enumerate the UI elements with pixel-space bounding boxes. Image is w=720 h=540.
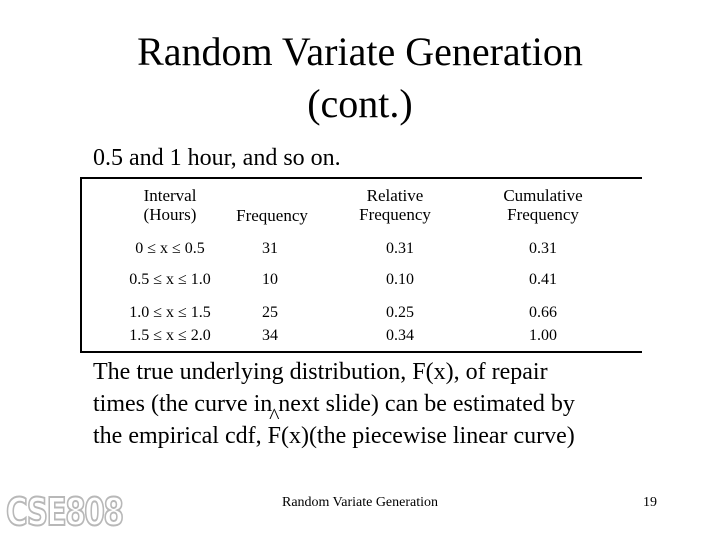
body-line-2: times (the curve in next slide) can be e…: [93, 391, 575, 417]
page-number: 19: [643, 495, 657, 510]
header-cumulative-line1: Cumulative: [503, 186, 583, 205]
frequency-table-frame: [80, 177, 642, 353]
title-line-2: (cont.): [307, 81, 413, 126]
lead-text: 0.5 and 1 hour, and so on.: [93, 145, 341, 171]
body-paragraph: The true underlying distribution, F(x), …: [93, 356, 693, 452]
cell-frequency: 10: [262, 271, 278, 288]
cell-frequency: 34: [262, 327, 278, 344]
footer-text: Random Variate Generation: [281, 495, 439, 510]
cell-relative: 0.25: [386, 304, 414, 321]
body-line-3: the empirical cdf, ^ F(x)(the piecewise l…: [93, 405, 693, 452]
f-letter: F: [267, 423, 281, 449]
cse808-logo: CSE808: [5, 489, 125, 535]
body-line-3-suffix: (x)(the piecewise linear curve): [280, 423, 575, 449]
cell-interval: 1.5 ≤ x ≤ 2.0: [129, 327, 211, 344]
cell-interval: 0 ≤ x ≤ 0.5: [135, 240, 205, 257]
cell-relative: 0.10: [386, 271, 414, 288]
header-frequency: Frequency: [236, 206, 308, 225]
cell-cumulative: 0.66: [529, 304, 557, 321]
body-line-1: The true underlying distribution, F(x), …: [93, 359, 548, 385]
cell-frequency: 25: [262, 304, 278, 321]
cell-relative: 0.34: [386, 327, 414, 344]
cell-interval: 0.5 ≤ x ≤ 1.0: [129, 271, 211, 288]
header-relative-frequency: Relative Frequency: [340, 186, 450, 224]
cell-interval: 1.0 ≤ x ≤ 1.5: [129, 304, 211, 321]
title-line-1: Random Variate Generation: [137, 29, 583, 74]
f-hat-symbol: ^ F: [267, 405, 281, 452]
header-relative-line2: Frequency: [359, 205, 431, 224]
slide-title: Random Variate Generation (cont.): [0, 26, 720, 130]
cell-cumulative: 0.31: [529, 240, 557, 257]
header-interval: Interval (Hours): [86, 186, 254, 224]
header-relative-line1: Relative: [366, 186, 424, 205]
header-cumulative-frequency: Cumulative Frequency: [488, 186, 598, 224]
cell-cumulative: 1.00: [529, 327, 557, 344]
cell-cumulative: 0.41: [529, 271, 557, 288]
cell-relative: 0.31: [386, 240, 414, 257]
header-interval-line2: (Hours): [143, 205, 197, 224]
header-cumulative-line2: Frequency: [507, 205, 579, 224]
hat-accent: ^: [269, 403, 280, 428]
header-interval-line1: Interval: [143, 186, 197, 205]
body-line-3-prefix: the empirical cdf,: [93, 423, 268, 449]
cell-frequency: 31: [262, 240, 278, 257]
